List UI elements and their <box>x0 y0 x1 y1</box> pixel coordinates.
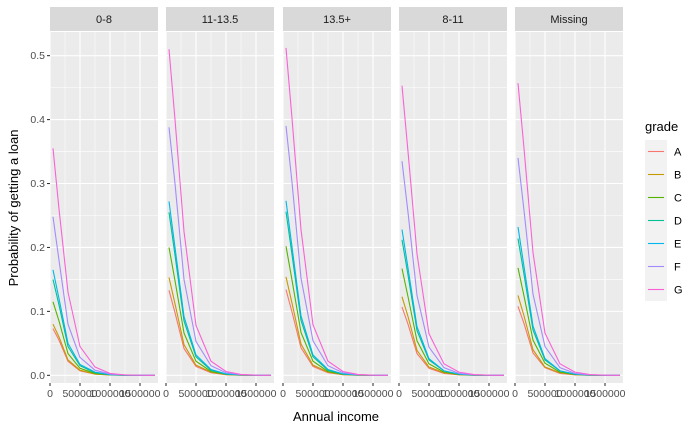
facet-strip <box>515 7 623 31</box>
series-line-G <box>517 83 621 376</box>
x-tick-label: 0 <box>47 388 53 400</box>
x-tick-label: 1000000 <box>323 388 364 400</box>
legend-label: G <box>674 285 683 297</box>
series-line-G <box>52 148 156 376</box>
facet-strip <box>283 7 391 31</box>
x-tick-label: 0 <box>512 388 518 400</box>
legend-label: C <box>674 193 682 205</box>
y-tick-label: 0.4 <box>30 114 45 126</box>
y-axis: 0.0 0.1 0.2 0.3 0.4 0.5 <box>30 50 50 382</box>
legend-label: F <box>674 262 681 274</box>
facet-strip <box>399 7 507 31</box>
x-tick-label: 1500000 <box>469 388 510 400</box>
x-tick-label: 500000 <box>178 388 213 400</box>
facet-strip-label: 8-11 <box>442 14 463 26</box>
y-tick-label: 0.1 <box>30 306 45 318</box>
x-tick-label: 1000000 <box>90 388 131 400</box>
legend-item-C: C <box>645 186 682 209</box>
y-tick-label: 0.3 <box>30 178 45 190</box>
series-line-G <box>285 47 389 376</box>
facet-strip <box>166 7 274 31</box>
x-tick-label: 0 <box>396 388 402 400</box>
y-axis-title: Probability of getting a loan <box>6 130 21 287</box>
x-tick-label: 1500000 <box>353 388 394 400</box>
y-tick-label: 0.2 <box>30 242 45 254</box>
legend-label: E <box>674 239 681 251</box>
legend-label: D <box>674 216 682 228</box>
y-tick-label: 0.5 <box>30 50 45 62</box>
legend-item-G: G <box>645 278 683 301</box>
panel-background <box>50 32 158 383</box>
legend-label: A <box>674 147 682 159</box>
legend-item-B: B <box>645 163 681 186</box>
legend-item-D: D <box>645 209 682 232</box>
facet-strip <box>50 7 158 31</box>
x-tick-label: 0 <box>163 388 169 400</box>
facet-strip-label: 11-13.5 <box>202 14 239 26</box>
x-axis-title: Annual income <box>293 409 379 424</box>
x-tick-label: 500000 <box>527 388 562 400</box>
facet-strip-label: 13.5+ <box>323 14 351 26</box>
legend-item-F: F <box>645 255 681 278</box>
legend-title: grade <box>645 119 678 134</box>
x-tick-label: 1000000 <box>555 388 596 400</box>
x-tick-label: 1500000 <box>236 388 277 400</box>
series-line-G <box>168 49 272 376</box>
legend-item-A: A <box>645 140 682 163</box>
x-tick-label: 1500000 <box>585 388 626 400</box>
series-line-G <box>401 85 505 376</box>
legend-item-E: E <box>645 232 681 255</box>
x-tick-label: 500000 <box>411 388 446 400</box>
x-tick-label: 0 <box>280 388 286 400</box>
x-tick-label: 1000000 <box>206 388 247 400</box>
x-tick-label: 500000 <box>62 388 97 400</box>
x-tick-label: 1000000 <box>439 388 480 400</box>
facet-strip-label: 0-8 <box>96 14 112 26</box>
x-tick-label: 500000 <box>295 388 330 400</box>
legend-label: B <box>674 170 681 182</box>
x-tick-label: 1500000 <box>120 388 161 400</box>
y-tick-label: 0.0 <box>30 370 45 382</box>
facet-strip-label: Missing <box>550 14 587 26</box>
